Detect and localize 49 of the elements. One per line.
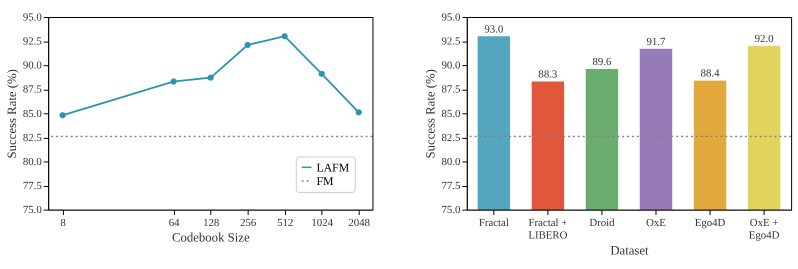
data-label: 91.7 <box>646 36 666 48</box>
y-tick-label: 87.5 <box>22 84 42 96</box>
x-axis-title: Codebook Size <box>172 230 250 245</box>
x-tick-label: 128 <box>203 216 220 229</box>
y-axis-title: Success Rate (%) <box>424 69 438 158</box>
y-tick-label: 92.5 <box>22 36 42 48</box>
y-tick-label: 87.5 <box>442 84 460 96</box>
data-label: 88.3 <box>538 68 558 81</box>
y-tick-label: 75.0 <box>442 204 460 216</box>
point <box>208 74 214 81</box>
y-tick-label: 85.0 <box>22 108 42 120</box>
y-tick-label: 92.5 <box>442 36 460 48</box>
y-tick-label: 80.0 <box>22 156 42 168</box>
x-tick-label: 1024 <box>311 216 334 229</box>
x-tick-label: 2048 <box>348 216 370 229</box>
y-tick-label: 82.5 <box>442 132 460 144</box>
x-tick-label: OxE <box>646 216 666 229</box>
y-tick-label: 82.5 <box>22 132 42 144</box>
x-axis-title: Dataset <box>610 243 650 258</box>
x-tick-label: 256 <box>240 216 257 229</box>
y-tick-label: 95.0 <box>442 11 460 24</box>
point <box>244 42 251 48</box>
data-label: 88.4 <box>700 68 720 80</box>
y-tick-label: 77.5 <box>22 180 42 192</box>
y-tick-label: 85.0 <box>442 108 460 120</box>
y-tick-label: 90.0 <box>22 60 42 72</box>
point <box>282 33 288 40</box>
x-tick-label: 8 <box>60 216 66 229</box>
data-label: 93.0 <box>484 23 504 36</box>
point <box>170 78 177 85</box>
data-label: 92.0 <box>754 32 774 45</box>
x-tick-label: Droid <box>589 216 616 229</box>
x-tick-label: 512 <box>277 216 294 229</box>
y-tick-label: 80.0 <box>442 156 460 168</box>
point <box>356 109 362 116</box>
x-tick-label: Fractal + LIBERO <box>528 216 568 242</box>
y-tick-label: 75.0 <box>22 204 42 216</box>
x-tick-label: 64 <box>168 216 180 229</box>
legend-label: FM <box>316 174 334 188</box>
x-tick-label: Ego4D <box>694 216 726 229</box>
legend-label: LAFM <box>316 160 350 174</box>
point <box>318 70 325 77</box>
y-tick-label: 95.0 <box>22 11 42 24</box>
data-label: 89.6 <box>592 56 612 68</box>
y-axis-title: Success Rate (%) <box>4 69 19 158</box>
x-tick-label: OxE + Ego4D <box>748 216 780 242</box>
y-tick-label: 90.0 <box>442 60 460 72</box>
y-tick-label: 77.5 <box>442 180 460 192</box>
x-tick-label: Fractal <box>478 216 509 229</box>
